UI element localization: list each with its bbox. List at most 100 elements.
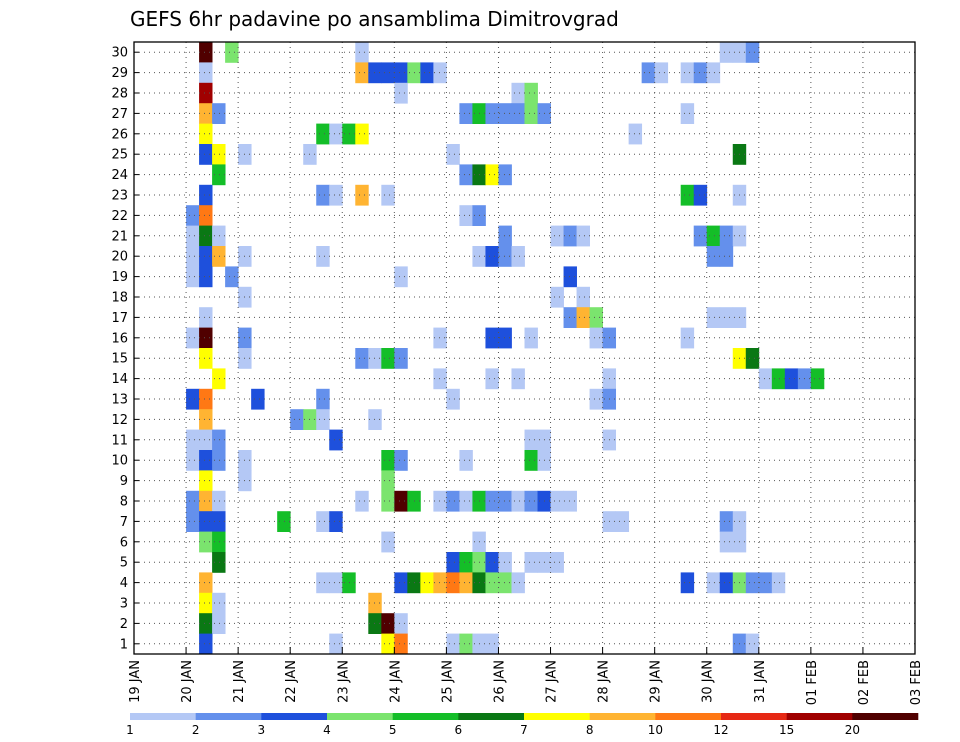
x-tick-label: 26 JAN bbox=[492, 660, 507, 703]
heatmap-cell bbox=[459, 103, 473, 124]
heatmap-cell bbox=[524, 552, 538, 573]
heatmap-cell bbox=[719, 42, 734, 63]
y-tick-label: 26 bbox=[111, 127, 128, 142]
heatmap-cell bbox=[511, 490, 525, 512]
heatmap-cell bbox=[251, 388, 265, 410]
heatmap-cell bbox=[394, 450, 408, 471]
heatmap-cell bbox=[693, 184, 708, 206]
heatmap-cell bbox=[199, 592, 213, 614]
x-tick-label: 22 JAN bbox=[284, 660, 299, 703]
heatmap-cell bbox=[485, 552, 499, 573]
heatmap-cell bbox=[199, 123, 213, 145]
heatmap-cell bbox=[355, 42, 369, 63]
heatmap-cell bbox=[524, 82, 538, 104]
heatmap-cell bbox=[186, 490, 200, 512]
y-tick-label: 18 bbox=[111, 291, 128, 306]
y-tick-label: 19 bbox=[111, 270, 128, 285]
heatmap-cell bbox=[680, 103, 695, 124]
heatmap-cell bbox=[706, 307, 721, 328]
heatmap-cell bbox=[186, 246, 200, 267]
heatmap-cell bbox=[693, 62, 708, 84]
colorbar-swatch bbox=[655, 713, 722, 720]
heatmap-cell bbox=[186, 429, 200, 451]
heatmap-cell bbox=[524, 490, 538, 512]
heatmap-cell bbox=[498, 164, 512, 186]
heatmap-cell bbox=[706, 62, 721, 84]
heatmap-cell bbox=[394, 572, 408, 594]
heatmap-cell bbox=[758, 368, 773, 390]
heatmap-cell bbox=[719, 246, 734, 267]
colorbar-label: 1 bbox=[126, 723, 134, 737]
heatmap-cell bbox=[199, 246, 213, 267]
heatmap-cell bbox=[199, 613, 213, 634]
heatmap-cell bbox=[459, 572, 473, 594]
heatmap-cell bbox=[212, 103, 226, 124]
heatmap-cell bbox=[485, 327, 499, 349]
heatmap-cell bbox=[511, 246, 525, 267]
heatmap-cell bbox=[446, 144, 460, 165]
heatmap-cell bbox=[459, 205, 473, 226]
heatmap-cell bbox=[680, 572, 695, 594]
heatmap-cell bbox=[771, 572, 786, 594]
colorbar-swatch bbox=[458, 713, 525, 720]
heatmap-cell bbox=[199, 511, 213, 532]
heatmap-cell bbox=[719, 531, 734, 553]
heatmap-cell bbox=[199, 42, 213, 63]
heatmap-cell bbox=[355, 123, 369, 145]
x-tick-label: 03 FEB bbox=[909, 660, 924, 705]
chart-title: GEFS 6hr padavine po ansamblima Dimitrov… bbox=[130, 7, 619, 31]
heatmap-cell bbox=[316, 388, 330, 410]
x-tick-label: 23 JAN bbox=[336, 660, 351, 703]
heatmap-cell bbox=[459, 552, 473, 573]
heatmap-cell bbox=[329, 184, 343, 206]
x-tick-label: 19 JAN bbox=[128, 660, 143, 703]
x-tick-label: 31 JAN bbox=[753, 660, 768, 703]
heatmap-cell bbox=[615, 511, 630, 532]
heatmap-cell bbox=[368, 613, 382, 634]
heatmap-cell bbox=[355, 62, 369, 84]
heatmap-cell bbox=[329, 633, 343, 655]
colorbar-swatch bbox=[195, 713, 262, 720]
x-tick-label: 01 FEB bbox=[805, 660, 820, 705]
heatmap-cell bbox=[368, 592, 382, 614]
heatmap-cell bbox=[212, 511, 226, 532]
heatmap-cell bbox=[186, 450, 200, 471]
heatmap-cell bbox=[212, 368, 226, 390]
heatmap-cell bbox=[199, 266, 213, 288]
heatmap-cell bbox=[199, 388, 213, 410]
heatmap-cell bbox=[212, 144, 226, 165]
heatmap-cell bbox=[290, 409, 304, 430]
x-tick-label: 27 JAN bbox=[545, 660, 560, 703]
colorbar-swatch bbox=[786, 713, 853, 720]
heatmap-cell bbox=[576, 307, 590, 328]
heatmap-cell bbox=[433, 368, 447, 390]
heatmap-cell bbox=[355, 490, 369, 512]
heatmap-cell bbox=[550, 225, 564, 247]
heatmap-cell bbox=[485, 572, 499, 594]
heatmap-cell bbox=[186, 388, 200, 410]
heatmap-cell bbox=[381, 490, 395, 512]
heatmap-cell bbox=[394, 82, 408, 104]
colorbar-swatch bbox=[392, 713, 459, 720]
heatmap-cell bbox=[459, 633, 473, 655]
heatmap-cell bbox=[745, 42, 760, 63]
heatmap-cell bbox=[212, 613, 226, 634]
heatmap-cell bbox=[446, 490, 460, 512]
heatmap-cell bbox=[368, 348, 382, 369]
heatmap-cell bbox=[394, 633, 408, 655]
x-tick-label: 20 JAN bbox=[180, 660, 195, 703]
heatmap-cell bbox=[199, 307, 213, 328]
heatmap-cell bbox=[433, 572, 447, 594]
heatmap-cell bbox=[316, 511, 330, 532]
colorbar-label: 2 bbox=[192, 723, 200, 737]
heatmap-cell bbox=[329, 429, 343, 451]
heatmap-cell bbox=[381, 348, 395, 369]
heatmap-cell bbox=[212, 531, 226, 553]
y-tick-label: 23 bbox=[111, 189, 128, 204]
heatmap-cell bbox=[381, 62, 395, 84]
heatmap-cell bbox=[433, 490, 447, 512]
heatmap-cell bbox=[199, 572, 213, 594]
heatmap-cell bbox=[563, 490, 577, 512]
heatmap-cell bbox=[316, 409, 330, 430]
